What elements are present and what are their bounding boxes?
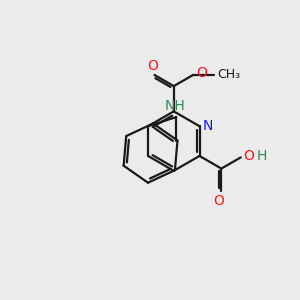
Text: N: N — [203, 119, 214, 133]
Text: CH₃: CH₃ — [217, 68, 240, 82]
Text: O: O — [196, 67, 207, 80]
Text: H: H — [257, 149, 267, 163]
Text: NH: NH — [164, 99, 185, 112]
Text: O: O — [214, 194, 224, 208]
Text: O: O — [243, 149, 254, 163]
Text: O: O — [148, 59, 158, 74]
